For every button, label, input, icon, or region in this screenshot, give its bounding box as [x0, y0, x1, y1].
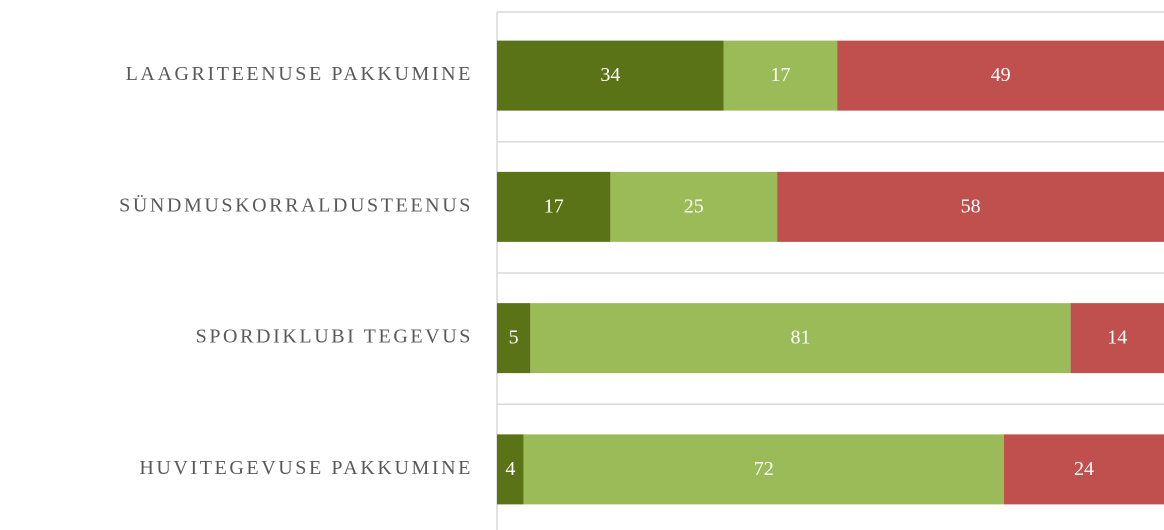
bar-segment: [497, 303, 531, 374]
bar-segment: [523, 434, 1004, 505]
data-label: 24: [1074, 458, 1094, 480]
data-label: 49: [991, 64, 1011, 86]
data-label: 5: [509, 327, 519, 349]
bar-segment: [777, 171, 1164, 242]
bar-segment: [497, 171, 611, 242]
data-label: 17: [544, 195, 564, 217]
y-tick-label: SÜNDMUSKORRALDUSTEENUS: [119, 193, 473, 216]
bar-segment: [1003, 434, 1164, 505]
data-label: 72: [754, 458, 774, 480]
data-label: 58: [961, 195, 981, 217]
data-label: 4: [505, 458, 515, 480]
data-label: 17: [770, 64, 790, 86]
data-label: 25: [684, 195, 704, 217]
data-label: 81: [790, 327, 810, 349]
data-label: 14: [1107, 327, 1127, 349]
bar-segment: [497, 40, 724, 111]
data-label: 34: [600, 64, 620, 86]
y-tick-label: SPORDIKLUBI TEGEVUS: [196, 326, 473, 348]
bar-segment: [530, 303, 1071, 374]
bar-segment: [497, 434, 524, 505]
bar-segment: [1070, 303, 1164, 374]
bar-segment: [837, 40, 1164, 111]
y-tick-label: LAAGRITEENUSE PAKKUMINE: [126, 63, 473, 85]
bar-segment: [610, 171, 778, 242]
y-tick-label: HUVITEGEVUSE PAKKUMINE: [139, 457, 473, 479]
bar-segment: [723, 40, 838, 111]
